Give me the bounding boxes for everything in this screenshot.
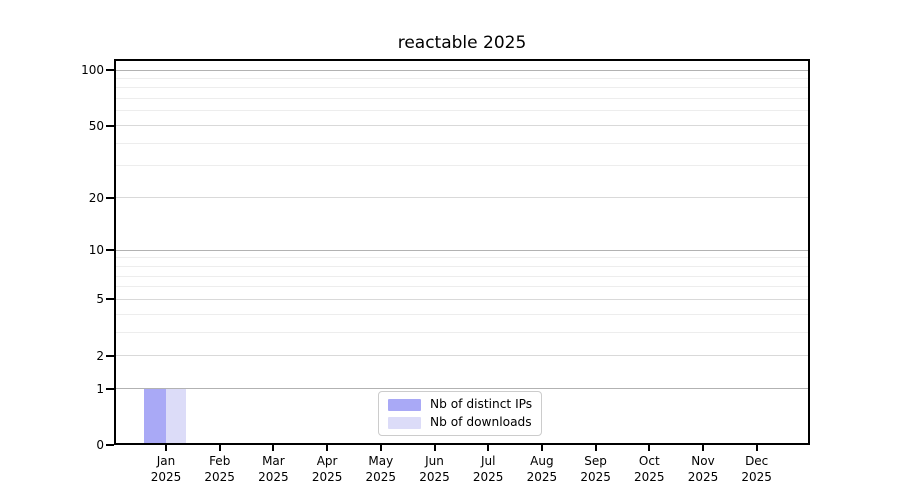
x-tick-label-mar: Mar 2025 bbox=[258, 454, 289, 484]
gridline-3 bbox=[116, 331, 808, 333]
x-tick-may bbox=[379, 445, 382, 451]
x-tick-label-apr: Apr 2025 bbox=[311, 454, 343, 484]
x-tick-label-nov: Nov 2025 bbox=[687, 454, 719, 484]
gridline-30 bbox=[116, 165, 808, 167]
x-tick-nov bbox=[702, 445, 704, 451]
gridline-10 bbox=[116, 249, 808, 251]
y-tick-label-20: 20 bbox=[88, 190, 104, 205]
y-tick-20 bbox=[106, 196, 114, 199]
y-tick-label-10: 10 bbox=[88, 243, 104, 258]
gridline-40 bbox=[116, 142, 808, 144]
gridline-6 bbox=[116, 286, 808, 288]
gridline-70 bbox=[116, 98, 808, 100]
x-tick-label-may: May 2025 bbox=[365, 454, 397, 484]
x-tick-sep bbox=[594, 445, 597, 451]
x-tick-dec bbox=[755, 445, 758, 451]
legend-label-0: Nb of distinct IPs bbox=[430, 397, 533, 411]
legend-row-1: Nb of downloads bbox=[388, 415, 532, 430]
gridline-5 bbox=[116, 298, 808, 300]
gridline-50 bbox=[116, 125, 808, 127]
y-tick-10 bbox=[106, 249, 114, 252]
x-tick-feb bbox=[218, 445, 221, 451]
x-tick-aug bbox=[540, 445, 543, 451]
x-tick-jan bbox=[165, 445, 167, 451]
legend-label-1: Nb of downloads bbox=[430, 415, 532, 429]
y-tick-label-0: 0 bbox=[96, 438, 104, 452]
bar-jan-1 bbox=[166, 388, 186, 443]
gridline-8 bbox=[116, 265, 808, 267]
x-tick-label-jun: Jun 2025 bbox=[419, 454, 450, 484]
y-tick-label-50: 50 bbox=[88, 118, 104, 133]
y-tick-100 bbox=[106, 69, 114, 71]
plot-area bbox=[114, 59, 810, 445]
gridline-20 bbox=[116, 197, 808, 199]
legend: Nb of distinct IPs Nb of downloads bbox=[378, 391, 543, 436]
legend-row-0: Nb of distinct IPs bbox=[388, 397, 532, 412]
plot-frame bbox=[114, 59, 810, 445]
gridline-60 bbox=[116, 110, 808, 112]
gridline-100 bbox=[116, 69, 808, 71]
gridline-1 bbox=[116, 388, 808, 390]
x-tick-label-jan: Jan 2025 bbox=[150, 454, 182, 484]
y-tick-1 bbox=[106, 387, 114, 390]
x-tick-label-dec: Dec 2025 bbox=[741, 454, 772, 484]
gridline-90 bbox=[116, 77, 808, 79]
gridline-7 bbox=[116, 275, 808, 277]
x-tick-jun bbox=[433, 445, 436, 451]
x-tick-jul bbox=[487, 445, 490, 451]
x-tick-oct bbox=[648, 445, 651, 451]
x-tick-label-oct: Oct 2025 bbox=[634, 454, 665, 484]
legend-swatch-0 bbox=[388, 398, 421, 411]
y-tick-0 bbox=[106, 444, 114, 446]
bar-jan-0 bbox=[144, 388, 166, 443]
x-tick-apr bbox=[326, 445, 329, 451]
x-tick-mar bbox=[272, 445, 275, 451]
x-tick-label-sep: Sep 2025 bbox=[580, 454, 611, 484]
x-tick-label-feb: Feb 2025 bbox=[204, 454, 235, 484]
y-tick-label-5: 5 bbox=[96, 292, 104, 307]
legend-swatch-1 bbox=[388, 416, 421, 429]
chart-title: reactable 2025 bbox=[397, 33, 527, 53]
gridline-80 bbox=[116, 87, 808, 89]
y-tick-5 bbox=[106, 298, 114, 301]
gridline-4 bbox=[116, 313, 808, 315]
gridline-9 bbox=[116, 257, 808, 259]
x-tick-label-jul: Jul 2025 bbox=[472, 454, 504, 484]
y-tick-label-2: 2 bbox=[96, 348, 104, 363]
x-tick-label-aug: Aug 2025 bbox=[526, 454, 558, 484]
y-tick-label-1: 1 bbox=[96, 381, 104, 396]
y-tick-50 bbox=[106, 124, 114, 127]
y-tick-2 bbox=[106, 354, 114, 357]
y-tick-label-100: 100 bbox=[81, 63, 104, 77]
gridline-2 bbox=[116, 355, 808, 357]
